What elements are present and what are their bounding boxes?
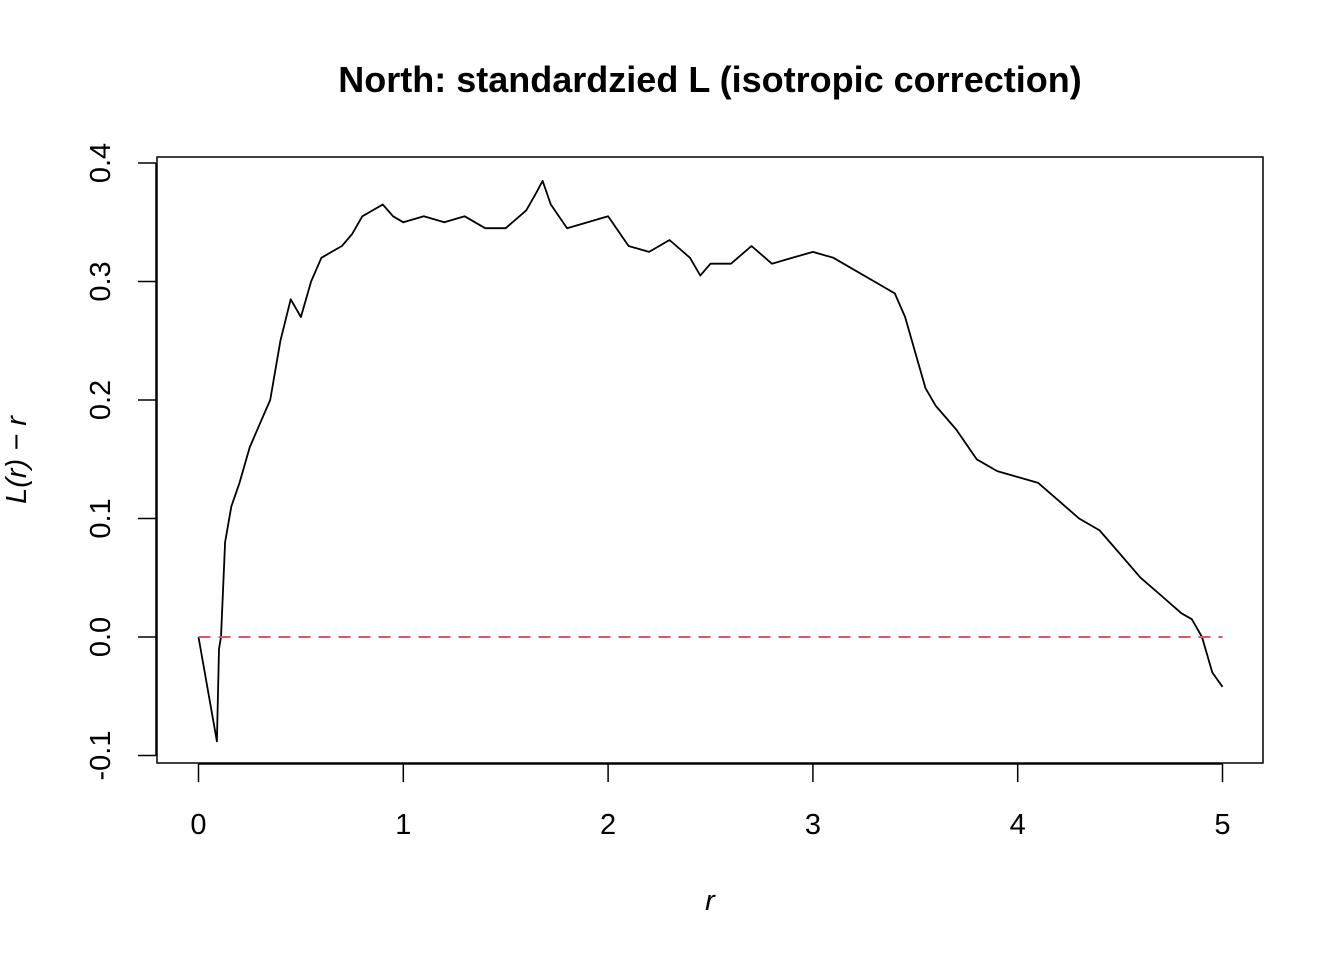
y-tick-label: 0.3 <box>85 261 117 301</box>
y-tick-label: 0.0 <box>85 617 117 657</box>
x-axis: 0 1 2 3 4 5 <box>190 763 1231 841</box>
x-tick-label: 1 <box>395 809 411 841</box>
series-layer <box>197 179 1224 743</box>
x-tick-label: 0 <box>190 809 206 841</box>
y-axis-label: L(r) − r <box>1 415 33 504</box>
x-axis-label: r <box>705 885 716 917</box>
y-tick-label: -0.1 <box>85 731 117 781</box>
x-tick-label: 5 <box>1214 809 1230 841</box>
plot-frame <box>156 156 1264 764</box>
x-tick-label: 4 <box>1010 809 1026 841</box>
y-axis: -0.1 0.0 0.1 0.2 0.3 0.4 <box>85 143 157 781</box>
y-tick-label: 0.1 <box>85 498 117 538</box>
x-tick-label: 3 <box>805 809 821 841</box>
observed-series-line <box>197 179 1224 743</box>
y-tick-label: 0.4 <box>85 143 117 183</box>
chart-title: North: standardzied L (isotropic correct… <box>338 59 1081 100</box>
y-tick-label: 0.2 <box>85 380 117 420</box>
x-tick-label: 2 <box>600 809 616 841</box>
